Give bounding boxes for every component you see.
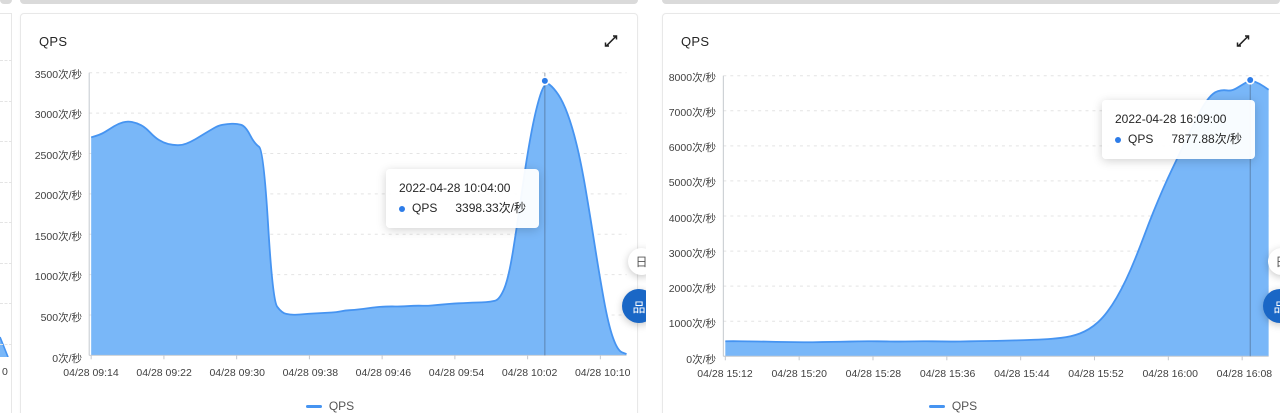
x-axis-label: 04/28 15:44 bbox=[994, 368, 1050, 380]
y-axis-label: 3000次/秒 bbox=[34, 109, 82, 122]
legend-label: QPS bbox=[951, 399, 978, 413]
partial-x-axis-label: 0 bbox=[2, 366, 8, 378]
y-axis-label: 1000次/秒 bbox=[668, 318, 716, 331]
series-dot-icon bbox=[1115, 136, 1121, 143]
legend-label: QPS bbox=[328, 399, 355, 413]
partial-gridline bbox=[0, 100, 12, 102]
x-axis-label: 04/28 10:10 bbox=[574, 367, 631, 379]
partial-gridline bbox=[0, 141, 12, 143]
y-axis-label: 500次/秒 bbox=[40, 311, 82, 324]
legend-item-qps[interactable]: QPS bbox=[21, 398, 639, 413]
tooltip-datetime: 2022-04-28 10:04:00 bbox=[399, 181, 511, 195]
x-axis-label: 04/28 09:54 bbox=[428, 367, 485, 379]
partial-area-chart bbox=[0, 336, 9, 357]
partial-gridline bbox=[0, 222, 12, 224]
tooltip-series-name: QPS bbox=[412, 201, 438, 216]
y-axis-label: 8000次/秒 bbox=[668, 71, 716, 84]
area-series-qps bbox=[90, 82, 627, 356]
y-axis-label: 3000次/秒 bbox=[668, 247, 716, 260]
qps-chart-panel-left: QPS 2022-04-28 10:04:00 QPS 3398.33次/秒 Q… bbox=[20, 13, 638, 413]
area-series-qps bbox=[725, 80, 1270, 357]
y-axis-label: 0次/秒 bbox=[52, 352, 82, 365]
qps-chart-canvas[interactable] bbox=[21, 14, 637, 413]
legend-dash-icon bbox=[305, 404, 322, 408]
y-axis-label: 1500次/秒 bbox=[34, 230, 82, 243]
legend-item-qps[interactable]: QPS bbox=[663, 398, 1243, 413]
y-axis-label: 2500次/秒 bbox=[34, 149, 82, 162]
x-axis-label: 04/28 15:28 bbox=[845, 368, 902, 380]
floating-buttons-clip-right: 日 品 bbox=[1250, 235, 1280, 335]
partial-gridline bbox=[0, 60, 12, 61]
expand-icon[interactable] bbox=[1235, 33, 1251, 49]
calendar-float-button[interactable]: 日 bbox=[1268, 248, 1280, 275]
y-axis-label: 6000次/秒 bbox=[668, 142, 716, 154]
calendar-icon: 日 bbox=[1275, 253, 1280, 270]
partial-gridline bbox=[0, 262, 12, 264]
top-card-remnant-left bbox=[20, 0, 638, 4]
y-axis-label: 7000次/秒 bbox=[668, 106, 716, 119]
tooltip-series-value: 3398.33次/秒 bbox=[455, 201, 527, 216]
partial-gridline bbox=[0, 303, 12, 305]
chart-title: QPS bbox=[39, 34, 68, 49]
highlight-marker bbox=[1245, 75, 1255, 85]
x-axis-label: 04/28 09:38 bbox=[282, 367, 339, 379]
y-axis-label: 5000次/秒 bbox=[668, 177, 716, 190]
chart-title: QPS bbox=[681, 34, 710, 49]
partial-gridline bbox=[0, 181, 12, 183]
y-axis-label: 2000次/秒 bbox=[34, 190, 82, 203]
apps-grid-icon: 品 bbox=[632, 299, 646, 315]
axes bbox=[722, 75, 1269, 361]
calendar-icon: 日 bbox=[635, 255, 646, 269]
apps-grid-button[interactable]: 品 bbox=[1263, 289, 1280, 323]
tooltip-datetime: 2022-04-28 16:09:00 bbox=[1115, 112, 1227, 126]
x-axis-label: 04/28 09:30 bbox=[209, 367, 265, 379]
top-card-remnant-right bbox=[662, 0, 1280, 4]
expand-icon[interactable] bbox=[603, 33, 619, 49]
x-axis-label: 04/28 10:02 bbox=[501, 367, 558, 379]
x-axis-label: 04/28 16:00 bbox=[1142, 368, 1198, 380]
x-axis-label: 04/28 15:52 bbox=[1068, 368, 1124, 380]
tooltip-series-value: 7877.88次/秒 bbox=[1171, 132, 1243, 147]
y-axis-label: 4000次/秒 bbox=[668, 212, 716, 225]
y-axis-label: 3500次/秒 bbox=[34, 68, 82, 81]
y-axis-label: 2000次/秒 bbox=[668, 283, 716, 295]
calendar-float-button[interactable]: 日 bbox=[628, 248, 646, 275]
partial-gridline bbox=[0, 343, 12, 345]
chart-tooltip: 2022-04-28 10:04:00 QPS 3398.33次/秒 bbox=[386, 169, 540, 228]
x-axis-label: 04/28 16:08 bbox=[1216, 368, 1273, 380]
series-dot-icon bbox=[399, 205, 405, 212]
y-axis-label: 1000次/秒 bbox=[34, 271, 82, 284]
x-axis-label: 04/28 15:36 bbox=[919, 368, 976, 380]
apps-float-button[interactable]: 品 bbox=[622, 289, 646, 323]
chart-tooltip: 2022-04-28 16:09:00 QPS 7877.88次/秒 bbox=[1102, 100, 1256, 159]
top-card-remnant-far-left bbox=[0, 0, 12, 4]
x-axis-label: 04/28 09:46 bbox=[355, 367, 412, 379]
legend-dash-icon bbox=[928, 404, 945, 408]
apps-grid-icon: 品 bbox=[1273, 299, 1280, 315]
x-axis-label: 04/28 09:14 bbox=[63, 367, 119, 379]
x-axis-label: 04/28 15:20 bbox=[771, 368, 827, 380]
y-axis-label: 0次/秒 bbox=[686, 353, 716, 366]
axes bbox=[88, 72, 627, 360]
x-axis-label: 04/28 15:12 bbox=[697, 368, 753, 380]
tooltip-series-name: QPS bbox=[1128, 132, 1154, 147]
left-edge-partial-panel: 0 bbox=[0, 13, 12, 413]
highlight-marker bbox=[540, 76, 550, 86]
x-axis-label: 04/28 09:22 bbox=[136, 367, 192, 379]
qps-chart-canvas[interactable] bbox=[663, 14, 1280, 413]
qps-chart-panel-right: QPS 2022-04-28 16:09:00 QPS 7877.88次/秒 Q… bbox=[662, 13, 1280, 413]
floating-buttons-clip-left: 日 品 bbox=[598, 235, 646, 335]
